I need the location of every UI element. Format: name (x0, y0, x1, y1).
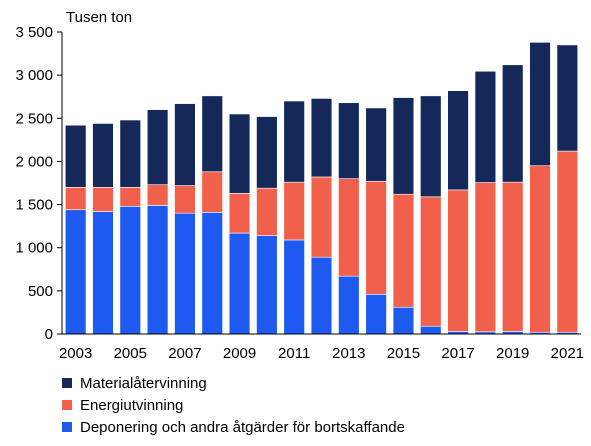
x-tick-label: 2003 (59, 345, 92, 362)
bar-segment-2004-series-1 (92, 187, 114, 212)
bar-segment-2016-series-2 (420, 95, 442, 198)
bar-segment-2019-series-2 (502, 64, 524, 183)
bar-segment-2014-series-1 (365, 180, 387, 295)
bar-segment-2016-series-1 (420, 196, 442, 327)
bar-segment-2010-series-2 (256, 116, 278, 189)
bar-segment-2013-series-1 (338, 178, 360, 277)
bar-segment-2015-series-2 (392, 97, 415, 195)
bar-segment-2005-series-1 (119, 187, 141, 207)
x-tick-label: 2005 (114, 345, 147, 362)
bar-segment-2003-series-1 (64, 187, 87, 211)
legend-item: Materialåtervinning (62, 372, 405, 394)
bar-segment-2006-series-0 (146, 205, 169, 335)
bar-segment-2018-series-2 (474, 70, 497, 183)
bar-segment-2008-series-2 (201, 95, 223, 173)
bar-segment-2008-series-1 (201, 171, 223, 213)
legend-swatch (62, 400, 72, 410)
bar-segment-2009-series-0 (228, 232, 251, 335)
bar-segment-2009-series-2 (228, 113, 251, 194)
y-tick-label: 500 (28, 283, 53, 300)
x-tick-label: 2007 (168, 345, 201, 362)
bar-segment-2020-series-1 (529, 165, 551, 333)
legend-label: Materialåtervinning (80, 374, 207, 392)
legend-label: Deponering och andra åtgärder för bortsk… (80, 418, 405, 436)
y-tick-label: 3 000 (15, 67, 53, 84)
bar-segment-2005-series-2 (119, 119, 141, 188)
bar-segment-2010-series-0 (256, 235, 278, 335)
legend-label: Energiutvinning (80, 396, 184, 414)
x-tick-label: 2011 (278, 345, 310, 362)
bar-segment-2014-series-2 (365, 107, 387, 182)
bar-segment-2019-series-1 (502, 181, 524, 332)
x-tick-label: 2019 (496, 345, 529, 362)
bar-segment-2004-series-0 (92, 211, 114, 335)
bar-segment-2014-series-0 (365, 294, 387, 335)
bar-segment-2004-series-2 (92, 123, 114, 188)
bar-segment-2015-series-0 (392, 306, 415, 335)
bar-segment-2010-series-1 (256, 187, 278, 236)
bar-segment-2003-series-0 (64, 209, 87, 335)
bars-group (64, 42, 579, 335)
y-tick-label: 0 (45, 326, 53, 343)
bar-segment-2021-series-1 (556, 150, 579, 333)
bar-segment-2012-series-1 (310, 176, 333, 258)
x-axis-ticks: 2003 2005 2007 2009 2011 2013 2015 2017 2019 2021 (59, 345, 584, 362)
x-tick-label: 2015 (387, 345, 420, 362)
bar-segment-2006-series-1 (146, 184, 169, 206)
bar-segment-2007-series-2 (174, 103, 196, 186)
y-tick-label: 2 500 (15, 110, 53, 127)
legend-swatch (62, 422, 72, 432)
bar-segment-2016-series-0 (420, 325, 442, 335)
bar-segment-2007-series-1 (174, 185, 196, 214)
x-tick-label: 2009 (223, 345, 256, 362)
bar-segment-2009-series-1 (228, 193, 251, 234)
bar-segment-2015-series-1 (392, 193, 415, 308)
bar-segment-2007-series-0 (174, 212, 196, 335)
y-tick-label: 1 500 (15, 197, 53, 214)
y-axis-ticks: 0 500 1 000 1 500 2 000 2 500 3 000 3 500 (15, 24, 62, 343)
bar-segment-2006-series-2 (146, 109, 169, 186)
bar-segment-2011-series-0 (283, 239, 305, 335)
y-tick-label: 2 000 (15, 153, 53, 170)
legend-item: Deponering och andra åtgärder för bortsk… (62, 416, 405, 438)
legend-swatch (62, 378, 72, 388)
bar-segment-2011-series-1 (283, 181, 305, 241)
x-tick-label: 2017 (441, 345, 474, 362)
legend: Materialåtervinning Energiutvinning Depone… (62, 372, 405, 438)
bar-segment-2003-series-2 (64, 124, 87, 188)
bar-segment-2005-series-0 (119, 206, 141, 335)
bar-segment-2018-series-1 (474, 182, 497, 333)
x-tick-label: 2013 (332, 345, 365, 362)
bar-segment-2017-series-1 (447, 189, 469, 332)
bar-segment-2017-series-2 (447, 90, 469, 191)
bar-segment-2020-series-2 (529, 42, 551, 167)
bar-segment-2011-series-2 (283, 100, 305, 183)
bar-segment-2008-series-0 (201, 212, 223, 335)
bar-segment-2012-series-2 (310, 98, 333, 178)
unit-label: Tusen ton (66, 9, 132, 26)
x-tick-label: 2021 (551, 345, 584, 362)
y-tick-label: 1 000 (15, 240, 53, 257)
stacked-bar-chart: Tusen ton 0 500 1 000 1 500 2 000 2 500 3 000 3… (15, 9, 584, 362)
bar-segment-2013-series-0 (338, 275, 360, 335)
bar-segment-2012-series-0 (310, 256, 333, 335)
y-tick-label: 3 500 (15, 24, 53, 41)
bar-segment-2021-series-2 (556, 44, 579, 152)
legend-item: Energiutvinning (62, 394, 405, 416)
bar-segment-2013-series-2 (338, 102, 360, 179)
